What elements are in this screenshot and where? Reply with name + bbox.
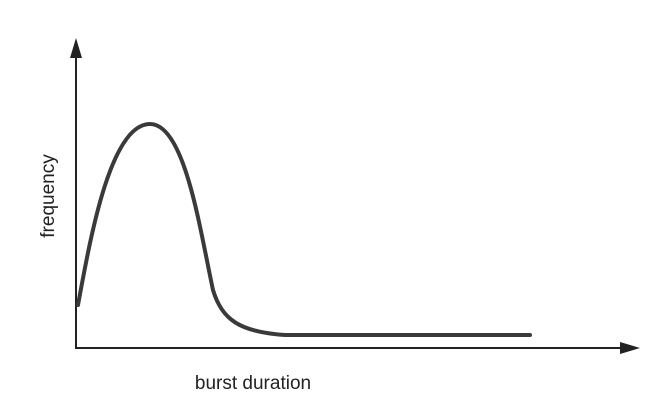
x-axis-label: burst duration	[195, 373, 311, 394]
y-axis-label: frequency	[38, 154, 59, 238]
x-axis-arrow	[620, 342, 640, 354]
y-axis-arrow	[70, 38, 82, 58]
distribution-curve	[76, 122, 532, 337]
